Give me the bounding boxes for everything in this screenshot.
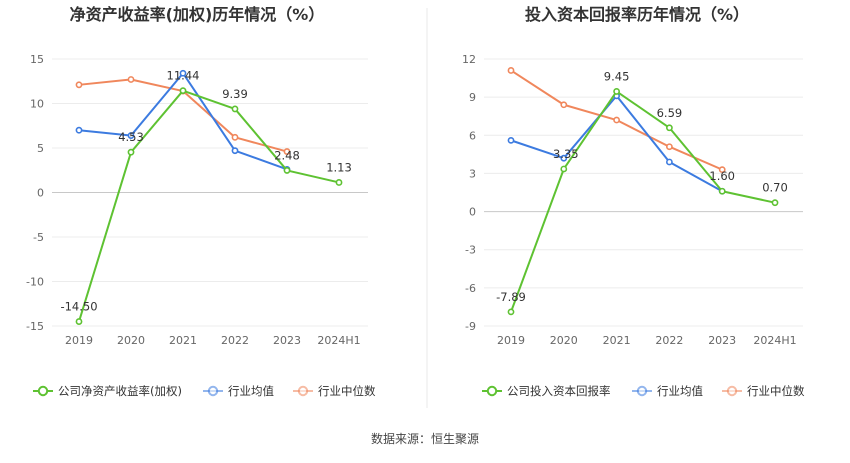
chart-panel-2: 投入资本回报率历年情况（%） 12 9 6 3 0 -3 -6 -9 2019 2020 2021 20… [462, 5, 805, 398]
legend-swatch-marker [37, 385, 49, 397]
x-tick-label: 2019 [65, 334, 93, 347]
x-tick-label: 2024H1 [753, 334, 796, 347]
legend-label: 行业均值 [657, 384, 703, 398]
data-point [75, 126, 83, 134]
y-tick-label: 0 [37, 187, 44, 200]
x-tick-label: 2020 [117, 334, 145, 347]
legend-item: 行业中位数 [293, 384, 376, 398]
data-point [560, 154, 568, 162]
data-point [231, 147, 239, 155]
data-label: 11.44 [167, 69, 200, 83]
series-line [78, 89, 340, 322]
legend-label: 行业均值 [228, 384, 274, 398]
y-tick-label: 0 [469, 206, 476, 219]
y-tick-label: -3 [465, 244, 476, 257]
data-point [127, 76, 135, 83]
data-point [666, 143, 673, 151]
y-tick-label: -9 [465, 320, 476, 333]
y-tick-label: 10 [30, 98, 44, 111]
data-point [283, 167, 291, 174]
data-point [231, 105, 239, 113]
legend-swatch-marker [636, 385, 648, 397]
data-label: 4.53 [118, 130, 144, 144]
x-tick-label: 2021 [169, 334, 197, 347]
legend-swatch-marker [486, 385, 498, 397]
x-tick-label: 2020 [550, 334, 578, 347]
legend-item: 行业均值 [632, 384, 703, 398]
data-point [613, 88, 620, 95]
data-point [179, 69, 187, 77]
y-tick-label: -10 [26, 276, 44, 289]
data-point [666, 124, 673, 132]
legend-label: 行业中位数 [318, 384, 376, 398]
chart-title: 投入资本回报率历年情况（%） [525, 5, 749, 24]
data-point [507, 308, 515, 316]
data-point [335, 179, 343, 186]
x-tick-label: 2022 [221, 334, 249, 347]
x-tick-label: 2019 [497, 334, 525, 347]
series-line [510, 90, 776, 313]
data-point [75, 81, 83, 89]
data-point [283, 148, 291, 155]
data-label: 2.48 [274, 148, 300, 162]
y-tick-label: -15 [26, 320, 44, 333]
legend-label: 公司投入资本回报率 [507, 384, 611, 398]
legend-label: 公司净资产收益率(加权) [58, 384, 182, 398]
legend-swatch-marker [297, 385, 309, 397]
y-tick-label: 15 [30, 53, 44, 66]
y-tick-label: 12 [462, 53, 476, 66]
data-point [507, 136, 515, 144]
legend-swatch-marker [207, 385, 219, 397]
x-tick-label: 2023 [708, 334, 736, 347]
data-source-footer: 数据来源：恒生聚源 [371, 431, 479, 446]
x-tick-label: 2021 [603, 334, 631, 347]
data-label: 9.39 [222, 87, 248, 101]
legend-item: 公司投入资本回报率 [482, 384, 611, 398]
legend-label: 行业中位数 [747, 384, 805, 398]
y-tick-label: -6 [465, 282, 476, 295]
legend-swatch-marker [726, 385, 738, 397]
data-point [560, 165, 568, 173]
chart-title: 净资产收益率(加权)历年情况（%） [70, 5, 325, 24]
legend-item: 公司净资产收益率(加权) [33, 384, 182, 398]
data-point [771, 199, 779, 207]
legend-item: 行业均值 [203, 384, 274, 398]
data-point [127, 148, 135, 156]
data-point [666, 158, 673, 166]
x-tick-label: 2022 [655, 334, 683, 347]
data-label: -14.50 [60, 300, 97, 314]
series-line [510, 94, 723, 193]
x-tick-label: 2023 [273, 334, 301, 347]
chart-panel-1: 净资产收益率(加权)历年情况（%） 15 10 5 0 -5 -10 -15 2019 2020 2… [26, 5, 376, 398]
data-point [507, 67, 515, 74]
data-point [231, 133, 239, 141]
y-tick-label: 6 [469, 129, 476, 142]
data-label: -7.89 [496, 290, 526, 304]
data-label: 1.60 [709, 169, 735, 183]
data-point [75, 318, 83, 325]
data-point [718, 187, 726, 195]
data-point [127, 132, 135, 139]
data-label: 0.70 [762, 181, 788, 195]
y-tick-label: -5 [33, 231, 44, 244]
data-point [613, 116, 620, 124]
data-point [560, 101, 568, 109]
y-tick-label: 3 [469, 167, 476, 180]
data-label: 6.59 [657, 106, 683, 120]
y-tick-label: 9 [469, 91, 476, 104]
data-label: 1.13 [326, 160, 352, 174]
y-tick-label: 5 [37, 142, 44, 155]
x-tick-label: 2024H1 [317, 334, 360, 347]
data-point [718, 166, 726, 174]
legend-item: 行业中位数 [722, 384, 805, 398]
data-label: 9.45 [604, 69, 630, 83]
data-point [179, 87, 187, 95]
data-label: 3.35 [553, 147, 579, 161]
